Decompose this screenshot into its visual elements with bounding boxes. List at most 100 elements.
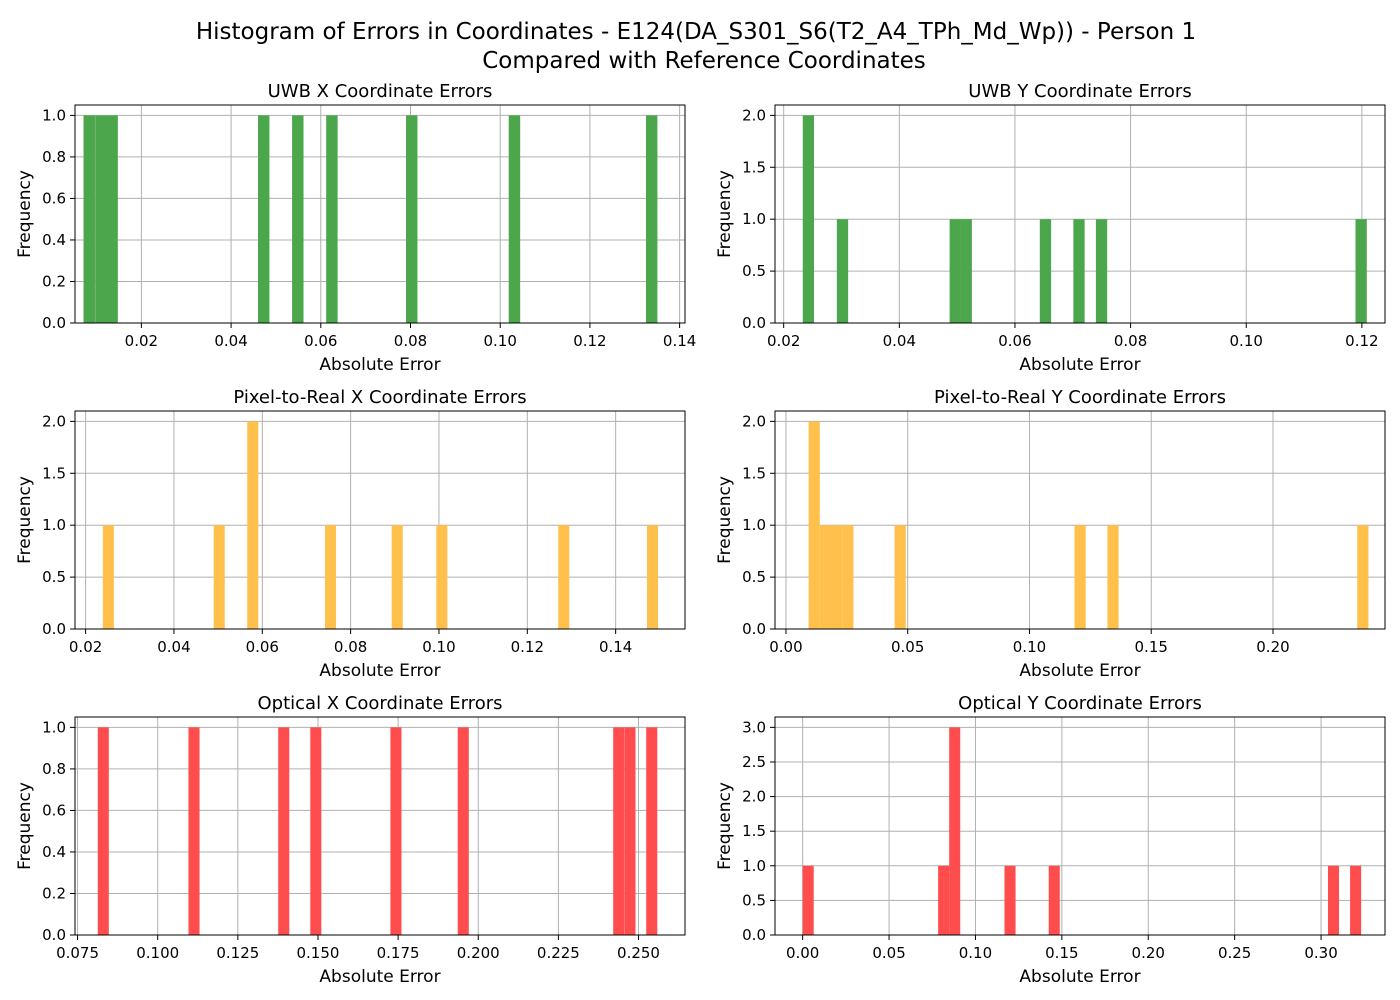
- x-axis-label: Absolute Error: [1019, 967, 1140, 987]
- panel-title: Optical X Coordinate Errors: [257, 693, 502, 714]
- panel-title: Pixel-to-Real X Coordinate Errors: [233, 387, 526, 408]
- x-tick-label: 0.075: [56, 944, 99, 962]
- x-tick-label: 0.08: [1114, 332, 1147, 350]
- x-tick-label: 0.15: [1135, 638, 1168, 656]
- figure-title-line-2: Compared with Reference Coordinates: [482, 48, 926, 74]
- histogram-bar: [808, 421, 820, 629]
- histogram-bar: [1327, 865, 1340, 935]
- y-axis-label: Frequency: [715, 476, 735, 564]
- panel-uwb-x: 0.02 0.04 0.06 0.08 0.10 0.12 0.14 0.0 0.2 0.4 0.6…: [15, 81, 696, 375]
- histogram-bar: [436, 525, 448, 629]
- x-tick-label: 0.04: [214, 332, 247, 350]
- x-tick-label: 0.150: [296, 944, 339, 962]
- x-tick-label: 0.125: [216, 944, 259, 962]
- axes-frame: [74, 716, 686, 936]
- histogram-bar: [842, 525, 854, 629]
- histogram-bar: [1355, 219, 1367, 323]
- x-axis-label: Absolute Error: [319, 967, 440, 987]
- panel-optical-x: 0.075 0.100 0.125 0.150 0.175 0.200 0.225 0.250…: [15, 693, 686, 987]
- x-axis-label: Absolute Error: [319, 355, 440, 375]
- x-tick-label: 0.14: [599, 638, 632, 656]
- x-tick-label: 0.12: [511, 638, 544, 656]
- x-tick-label: 0.02: [69, 638, 102, 656]
- axes-frame: [774, 104, 1386, 324]
- y-tick-label: 2.0: [742, 106, 766, 124]
- histogram-bar: [326, 115, 338, 323]
- histogram-bar: [325, 525, 337, 629]
- histogram-bar: [106, 115, 118, 323]
- panel-title: UWB Y Coordinate Errors: [968, 81, 1191, 102]
- y-tick-label: 1.0: [42, 516, 66, 534]
- histogram-bar: [1048, 865, 1060, 935]
- y-tick-label: 2.5: [742, 753, 766, 771]
- histogram-bar: [310, 727, 322, 935]
- x-tick-label: 0.200: [457, 944, 500, 962]
- x-tick-label: 0.06: [246, 638, 279, 656]
- y-tick-label: 0.4: [42, 843, 66, 861]
- panel-title: UWB X Coordinate Errors: [268, 81, 493, 102]
- axes-frame: [774, 716, 1386, 936]
- y-tick-label: 0.5: [742, 891, 766, 909]
- histogram-bar: [292, 115, 304, 323]
- y-tick-label: 0.4: [42, 231, 66, 249]
- histogram-bar: [1039, 219, 1052, 323]
- y-tick-label: 2.0: [742, 788, 766, 806]
- histogram-bar: [95, 115, 107, 323]
- histogram-bar: [894, 525, 906, 629]
- histogram-bar: [508, 115, 521, 323]
- x-tick-label: 0.08: [334, 638, 367, 656]
- panel-pixel-y: 0.00 0.05 0.10 0.15 0.20 0.0 0.5 1.0 1.5 2.0 Pixel…: [715, 387, 1386, 681]
- x-tick-label: 0.10: [1230, 332, 1263, 350]
- histogram-bar: [213, 525, 225, 629]
- x-tick-label: 0.08: [394, 332, 427, 350]
- y-tick-label: 0.0: [42, 314, 66, 332]
- histogram-bar: [831, 525, 843, 629]
- x-tick-label: 0.02: [125, 332, 158, 350]
- axes-frame: [74, 104, 686, 324]
- x-tick-label: 0.20: [1132, 944, 1165, 962]
- y-tick-label: 1.5: [742, 158, 766, 176]
- y-tick-label: 0.0: [742, 314, 766, 332]
- panel-title: Optical Y Coordinate Errors: [958, 693, 1202, 714]
- panel-uwb-y: 0.02 0.04 0.06 0.08 0.10 0.12 0.0 0.5 1.0 1.5 2.0 U…: [715, 81, 1386, 375]
- histogram-bar: [97, 727, 109, 935]
- x-tick-label: 0.12: [573, 332, 606, 350]
- histogram-bar: [960, 219, 972, 323]
- y-axis-label: Frequency: [15, 476, 35, 564]
- x-tick-label: 0.00: [786, 944, 819, 962]
- y-tick-label: 0.0: [42, 620, 66, 638]
- y-tick-label: 3.0: [742, 718, 766, 736]
- y-tick-label: 2.0: [42, 412, 66, 430]
- y-tick-label: 1.5: [742, 464, 766, 482]
- y-tick-label: 0.2: [42, 272, 66, 290]
- y-tick-label: 1.0: [42, 718, 66, 736]
- panel-title: Pixel-to-Real Y Coordinate Errors: [934, 387, 1226, 408]
- histogram-bar: [1350, 865, 1362, 935]
- x-axis-label: Absolute Error: [319, 661, 440, 681]
- x-tick-label: 0.10: [484, 332, 517, 350]
- histogram-bar: [1074, 525, 1086, 629]
- y-tick-label: 0.2: [42, 884, 66, 902]
- x-tick-label: 0.30: [1304, 944, 1337, 962]
- x-tick-label: 0.02: [767, 332, 800, 350]
- x-tick-label: 0.12: [1345, 332, 1378, 350]
- y-tick-label: 1.0: [42, 106, 66, 124]
- x-tick-label: 0.15: [1045, 944, 1078, 962]
- histogram-bar: [802, 115, 815, 323]
- x-tick-label: 0.175: [377, 944, 420, 962]
- x-tick-label: 0.04: [883, 332, 916, 350]
- x-tick-label: 0.100: [136, 944, 179, 962]
- histogram-bar: [247, 421, 259, 629]
- x-tick-label: 0.10: [422, 638, 455, 656]
- x-axis-label: Absolute Error: [1019, 661, 1140, 681]
- histogram-bar: [102, 525, 114, 629]
- y-tick-label: 0.0: [42, 926, 66, 944]
- y-tick-label: 1.5: [42, 464, 66, 482]
- histogram-bar: [938, 865, 950, 935]
- x-tick-label: 0.04: [157, 638, 190, 656]
- histogram-bar: [624, 727, 636, 935]
- x-tick-label: 0.00: [769, 638, 802, 656]
- y-tick-label: 1.0: [742, 857, 766, 875]
- x-tick-label: 0.06: [304, 332, 337, 350]
